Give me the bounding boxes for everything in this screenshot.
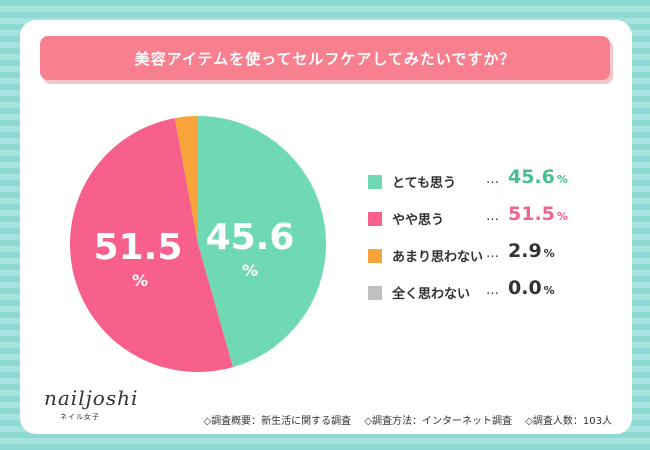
legend-label: あまり思わない <box>392 250 484 265</box>
legend-value: 0.0% <box>508 277 555 299</box>
survey-overview: ◇調査概要：新生活に関する調査 <box>203 416 352 427</box>
legend-swatch <box>368 286 382 300</box>
legend-label: 全く思わない <box>392 287 471 302</box>
legend-swatch <box>368 249 382 263</box>
legend-value: 2.9% <box>508 240 555 262</box>
legend-swatch <box>368 175 382 189</box>
legend-value-unit: % <box>556 173 568 186</box>
legend-dots: … <box>486 172 499 187</box>
brand-logo: nailjoshi <box>44 386 139 410</box>
legend-value-number: 2.9 <box>508 240 542 262</box>
legend-value-number: 0.0 <box>508 277 542 299</box>
chart-title: 美容アイテムを使ってセルフケアしてみたいですか？ <box>40 36 610 80</box>
survey-count: ◇調査人数：103人 <box>525 416 612 427</box>
slice-label-unit-2: % <box>132 271 148 290</box>
brand-subtitle: ネイル女子 <box>60 413 100 421</box>
legend-dots: … <box>486 209 499 224</box>
legend-dots: … <box>486 283 499 298</box>
legend-item-very: とても思う … 45.6% <box>368 166 618 205</box>
legend-dots: … <box>486 246 499 261</box>
slice-label-value-2: 51.5 <box>94 227 183 268</box>
legend-swatch <box>368 212 382 226</box>
legend-label: やや思う <box>392 213 445 228</box>
slice-label-value-1: 45.6 <box>206 217 295 258</box>
pie-slice-1 <box>198 116 326 368</box>
pie-chart: 45.6 % 51.5 % <box>69 116 326 372</box>
survey-footer: ◇調査概要：新生活に関する調査 ◇調査方法：インターネット調査 ◇調査人数：10… <box>193 412 612 427</box>
slice-label-unit-1: % <box>242 261 258 280</box>
legend-value-unit: % <box>543 247 555 260</box>
legend-value-unit: % <box>556 210 568 223</box>
legend-value-unit: % <box>543 284 555 297</box>
legend-value-number: 51.5 <box>508 203 555 225</box>
legend-item-not-much: あまり思わない … 2.9% <box>368 240 618 279</box>
survey-method: ◇調査方法：インターネット調査 <box>364 416 513 427</box>
legend: とても思う … 45.6% やや思う … 51.5% あまり思わない … 2.9… <box>368 166 618 316</box>
pie-slice-2 <box>69 118 233 372</box>
legend-value: 45.6% <box>508 166 568 188</box>
legend-item-somewhat: やや思う … 51.5% <box>368 203 618 242</box>
legend-item-not-at-all: 全く思わない … 0.0% <box>368 277 618 316</box>
legend-label: とても思う <box>392 176 456 191</box>
pie-slice-3 <box>174 116 198 244</box>
legend-value-number: 45.6 <box>508 166 555 188</box>
legend-value: 51.5% <box>508 203 568 225</box>
